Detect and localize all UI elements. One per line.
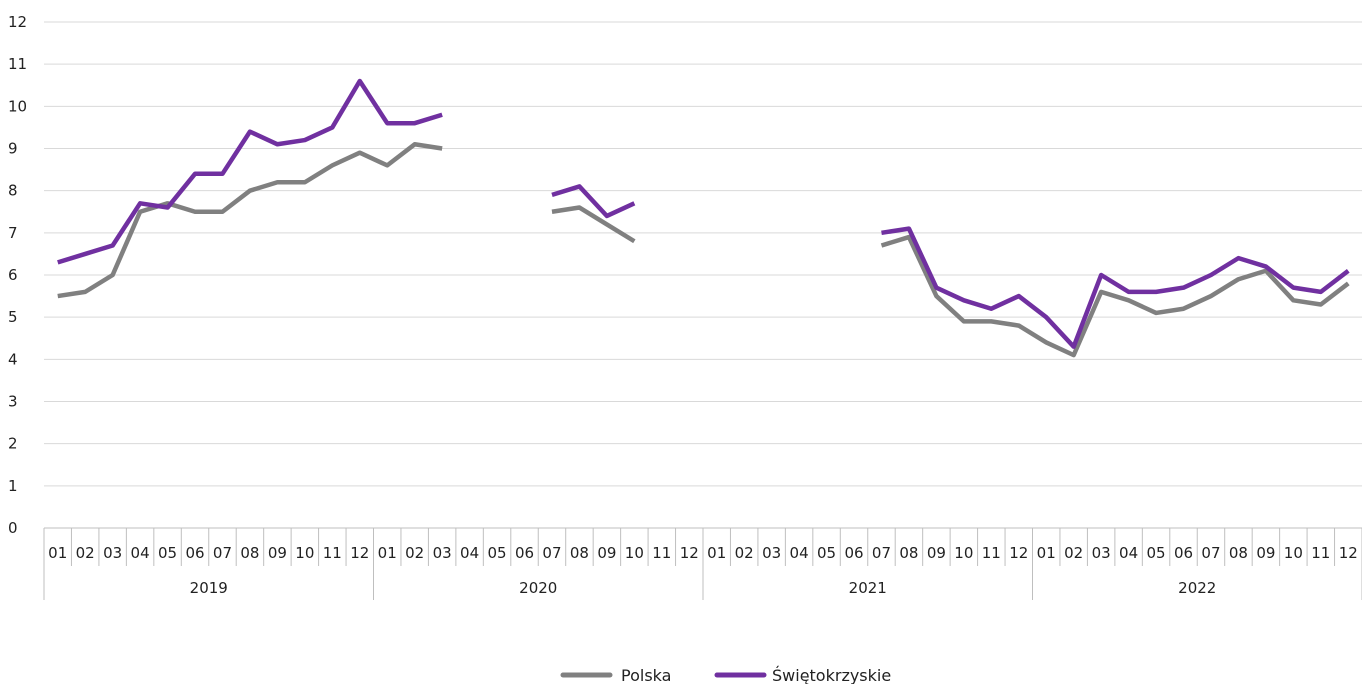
y-tick-label: 10 (8, 97, 27, 115)
y-tick-label: 0 (8, 519, 18, 537)
x-tick-label-month: 01 (378, 544, 397, 562)
x-tick-label-month: 02 (405, 544, 424, 562)
x-tick-label-month: 06 (844, 544, 863, 562)
y-tick-label: 8 (8, 182, 18, 200)
x-tick-label-month: 08 (1229, 544, 1248, 562)
x-tick-label-month: 10 (954, 544, 973, 562)
x-tick-label-month: 12 (680, 544, 699, 562)
x-tick-label-month: 03 (433, 544, 452, 562)
x-tick-label-month: 11 (323, 544, 342, 562)
x-tick-label-month: 07 (213, 544, 232, 562)
x-tick-label-month: 02 (76, 544, 95, 562)
x-tick-label-year: 2021 (849, 579, 887, 597)
x-tick-label-month: 07 (542, 544, 561, 562)
x-tick-label-month: 08 (570, 544, 589, 562)
gridlines (44, 21, 1362, 487)
x-tick-label-month: 03 (762, 544, 781, 562)
y-tick-label: 12 (8, 13, 27, 31)
x-tick-label-month: 09 (597, 544, 616, 562)
x-tick-label-month: 05 (158, 544, 177, 562)
y-tick-label: 6 (8, 266, 18, 284)
x-tick-label-month: 11 (982, 544, 1001, 562)
x-tick-label-month: 03 (103, 544, 122, 562)
y-tick-label: 11 (8, 55, 27, 73)
x-tick-label-month: 06 (185, 544, 204, 562)
series-lines (57, 78, 1350, 358)
x-tick-label-month: 03 (1092, 544, 1111, 562)
x-axis: 01 02 03 04 05 06 07 08 09 10 11 12 01 02 03 04 05 06 07 08… (43, 527, 1362, 600)
y-tick-label: 3 (8, 393, 18, 411)
x-tick-label-month: 11 (652, 544, 671, 562)
y-tick-label: 7 (8, 224, 18, 242)
series-line-polska (57, 142, 1350, 358)
x-tick-label-month: 10 (625, 544, 644, 562)
x-tick-label-month: 02 (1064, 544, 1083, 562)
x-tick-label-month: 01 (707, 544, 726, 562)
y-tick-label: 5 (8, 308, 18, 326)
y-tick-label: 4 (8, 350, 18, 368)
legend: Polska Świętokrzyskie (560, 666, 891, 684)
x-tick-label-year: 2020 (519, 579, 557, 597)
x-tick-label-month: 11 (1311, 544, 1330, 562)
x-tick-label-month: 12 (350, 544, 369, 562)
x-tick-label-month: 09 (268, 544, 287, 562)
legend-label-swietokrzyskie: Świętokrzyskie (772, 666, 891, 684)
x-tick-label-month: 05 (488, 544, 507, 562)
x-tick-label-year: 2019 (190, 579, 228, 597)
x-tick-label-month: 04 (1119, 544, 1138, 562)
x-tick-label-month: 12 (1339, 544, 1358, 562)
y-tick-label: 1 (8, 477, 18, 495)
y-tick-label: 9 (8, 140, 18, 158)
x-tick-label-month: 01 (48, 544, 67, 562)
x-tick-label-month: 05 (1147, 544, 1166, 562)
x-tick-label-month: 10 (295, 544, 314, 562)
x-tick-label-month: 01 (1037, 544, 1056, 562)
x-tick-label-month: 06 (515, 544, 534, 562)
x-tick-label-month: 06 (1174, 544, 1193, 562)
legend-label-polska: Polska (621, 666, 671, 684)
x-tick-label-month: 09 (1256, 544, 1275, 562)
series-line-swietokrzyskie (57, 78, 1350, 349)
x-tick-label-year: 2022 (1178, 579, 1216, 597)
x-tick-label-month: 04 (790, 544, 809, 562)
x-tick-label-month: 12 (1009, 544, 1028, 562)
x-tick-label-month: 07 (1201, 544, 1220, 562)
x-tick-label-month: 08 (240, 544, 259, 562)
x-tick-label-month: 04 (131, 544, 150, 562)
x-tick-label-month: 02 (735, 544, 754, 562)
x-tick-label-month: 07 (872, 544, 891, 562)
x-tick-label-month: 04 (460, 544, 479, 562)
x-tick-label-month: 08 (899, 544, 918, 562)
x-tick-label-month: 05 (817, 544, 836, 562)
x-tick-label-month: 09 (927, 544, 946, 562)
y-tick-label: 2 (8, 435, 18, 453)
x-tick-label-month: 10 (1284, 544, 1303, 562)
